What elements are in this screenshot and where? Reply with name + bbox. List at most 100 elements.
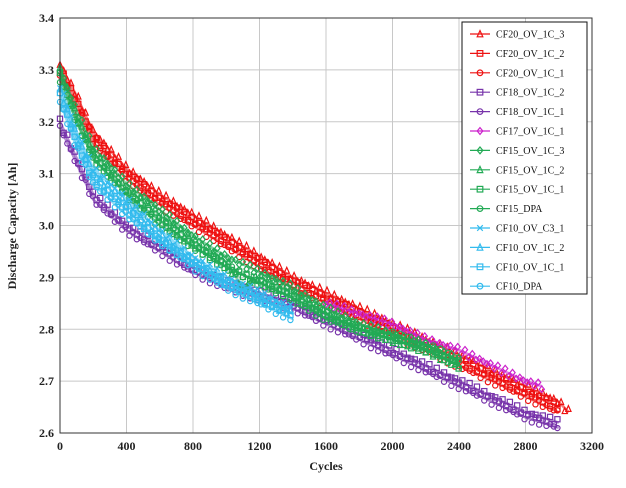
data-point — [221, 270, 228, 277]
data-point — [195, 264, 203, 271]
data-point — [333, 299, 341, 308]
data-point — [75, 119, 82, 126]
data-point — [426, 360, 433, 368]
data-point — [173, 210, 181, 217]
data-point — [492, 382, 499, 389]
x-tick-label: 1200 — [248, 439, 272, 453]
data-point — [114, 152, 123, 160]
data-point — [250, 268, 258, 277]
data-point — [400, 350, 408, 357]
data-point — [272, 310, 279, 318]
data-point — [279, 275, 287, 282]
data-point — [473, 383, 481, 390]
legend-label: CF10_OV_1C_1 — [496, 262, 564, 273]
data-point — [316, 306, 323, 313]
data-point — [448, 355, 455, 362]
data-point — [477, 391, 484, 398]
data-point — [214, 257, 221, 264]
data-point — [342, 331, 349, 338]
data-point — [261, 258, 269, 266]
data-point — [257, 292, 265, 300]
data-point — [481, 371, 488, 378]
data-point — [396, 330, 404, 337]
x-tick-label: 2000 — [381, 439, 405, 453]
data-point — [371, 327, 378, 335]
data-point — [89, 193, 97, 200]
data-point — [389, 328, 397, 335]
data-point — [360, 341, 367, 348]
data-point — [184, 266, 192, 273]
data-point — [148, 187, 155, 194]
data-point — [373, 312, 381, 321]
data-point — [239, 257, 247, 267]
data-point — [381, 314, 388, 323]
data-point — [60, 132, 67, 139]
data-point — [195, 211, 203, 220]
data-point — [228, 232, 236, 241]
data-point — [97, 201, 104, 208]
y-axis-title: Discharge Capacity [Ah] — [5, 163, 19, 290]
data-point — [404, 356, 411, 363]
data-point — [133, 185, 141, 194]
data-point — [122, 208, 130, 216]
data-point — [524, 388, 532, 396]
data-point — [111, 218, 119, 225]
data-point — [305, 307, 312, 314]
data-point — [466, 379, 473, 387]
data-point — [298, 289, 305, 297]
data-point — [97, 188, 104, 195]
data-point — [206, 229, 214, 237]
data-point — [521, 406, 528, 414]
data-point — [308, 295, 316, 305]
data-point — [166, 210, 174, 219]
data-point — [532, 401, 539, 408]
data-point — [422, 369, 429, 376]
legend-marker — [476, 146, 484, 155]
data-point — [360, 329, 367, 336]
data-point — [250, 296, 258, 303]
data-point — [184, 229, 192, 238]
data-point — [126, 179, 133, 188]
data-point — [367, 344, 375, 352]
legend-marker — [476, 29, 484, 38]
data-series — [56, 60, 572, 432]
data-point — [235, 236, 243, 245]
data-point — [312, 293, 320, 300]
data-point — [93, 134, 100, 142]
data-point — [206, 276, 214, 283]
data-point — [250, 276, 258, 283]
legend-entry: CF10_OV_C3_1 — [470, 224, 564, 235]
legend-entry: CF15_OV_1C_1 — [470, 185, 564, 196]
data-point — [399, 324, 407, 333]
y-tick-label: 3.4 — [39, 11, 54, 25]
data-point — [364, 325, 371, 332]
data-point — [181, 244, 188, 251]
data-point — [206, 254, 214, 262]
data-point — [181, 208, 188, 216]
data-point — [140, 205, 148, 212]
data-point — [108, 194, 115, 202]
data-point — [316, 308, 323, 316]
data-point — [129, 224, 137, 232]
data-point — [524, 379, 532, 388]
legend-entry: CF18_OV_1C_2 — [470, 88, 564, 99]
data-point — [503, 383, 510, 390]
data-point — [261, 289, 268, 296]
legend-label: CF15_OV_1C_2 — [496, 165, 564, 176]
legend-entry: CF10_OV_1C_2 — [470, 242, 564, 254]
data-point — [338, 326, 345, 333]
data-point — [494, 361, 502, 370]
data-point — [203, 225, 210, 233]
data-point — [115, 198, 122, 206]
data-point — [385, 333, 393, 340]
data-point — [64, 140, 71, 147]
data-point — [195, 243, 203, 251]
data-point — [104, 210, 111, 217]
legend-entry: CF20_OV_1C_3 — [470, 29, 564, 41]
data-point — [341, 311, 349, 320]
data-point — [309, 285, 316, 293]
y-tick-label: 3.0 — [39, 219, 54, 233]
data-point — [195, 262, 203, 269]
data-point — [461, 345, 469, 354]
legend-label: CF15_OV_1C_1 — [496, 185, 564, 196]
